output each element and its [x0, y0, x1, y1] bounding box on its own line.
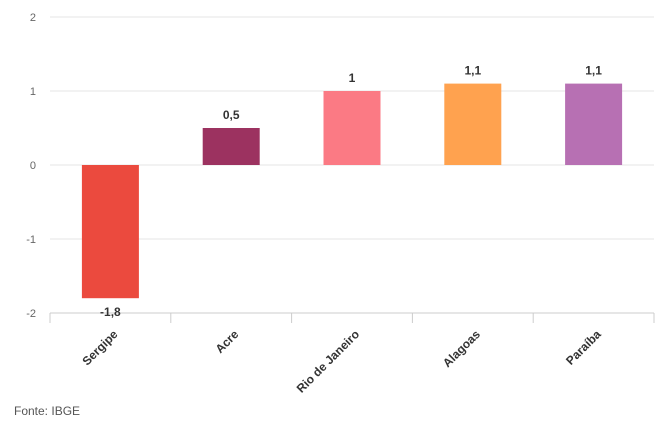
data-labels: -1,8 0,5 1 1,1 1,1 [100, 64, 602, 320]
bars [81, 83, 623, 299]
y-tick-label: -1 [26, 234, 36, 246]
y-tick-label: -2 [26, 308, 36, 320]
y-tick-label: 0 [30, 160, 36, 172]
data-label: 1,1 [464, 64, 481, 78]
x-tick-label: Alagoas [440, 327, 483, 370]
data-label: -1,8 [100, 305, 121, 319]
bar [323, 91, 381, 165]
y-tick-label: 2 [30, 12, 36, 24]
data-label: 1,1 [585, 64, 602, 78]
data-label: 1 [349, 71, 356, 85]
x-tick-label: Sergipe [79, 327, 120, 368]
x-tick-label: Paraíba [563, 327, 604, 368]
bar [565, 83, 623, 165]
x-tick-label: Acre [213, 327, 242, 356]
y-tick-label: 1 [30, 86, 36, 98]
y-axis: -2 -1 0 1 2 [26, 12, 36, 320]
x-axis: Sergipe Acre Rio de Janeiro Alagoas Paraíba [49, 313, 655, 396]
data-label: 0,5 [223, 108, 240, 122]
bar [81, 165, 139, 299]
bar-chart: -2 -1 0 1 2 -1,8 0,5 1 1,1 1,1 Sergipe Acre Rio de… [26, 12, 655, 396]
x-tick-label: Rio de Janeiro [294, 327, 362, 395]
bar [444, 83, 502, 165]
bar [202, 128, 260, 165]
source-note: Fonte: IBGE [14, 404, 81, 418]
